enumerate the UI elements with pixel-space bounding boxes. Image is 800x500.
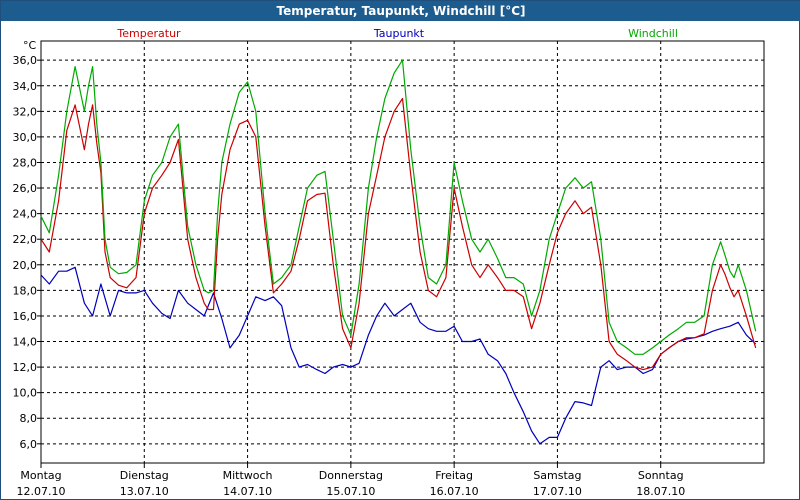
y-tick-label: 32,0 bbox=[13, 105, 38, 118]
series-line-windchill bbox=[40, 59, 757, 355]
chart-canvas: 6,0 8,0 10,0 12,0 14,0 16,0 18,0 20,0 22,0 24,0 26… bbox=[13, 27, 765, 498]
y-tick-label: 22,0 bbox=[13, 233, 38, 246]
series-lines bbox=[40, 59, 757, 445]
x-tick-day-label: Montag bbox=[20, 469, 61, 482]
x-tick-date-label: 18.07.10 bbox=[636, 485, 685, 498]
y-tick-label: 30,0 bbox=[13, 131, 38, 144]
x-tick-date-label: 15.07.10 bbox=[326, 485, 375, 498]
y-tick-label: 36,0 bbox=[13, 54, 38, 67]
y-tick-label: 28,0 bbox=[13, 156, 38, 169]
y-tick-label: 20,0 bbox=[13, 259, 38, 272]
x-tick-date-label: 16.07.10 bbox=[430, 485, 479, 498]
y-tick-label: 24,0 bbox=[13, 208, 38, 221]
y-tick-label: 10,0 bbox=[13, 387, 38, 400]
y-tick-label: 34,0 bbox=[13, 80, 38, 93]
series-label-taupunkt: Taupunkt bbox=[373, 27, 425, 40]
x-tick-date-label: 13.07.10 bbox=[120, 485, 169, 498]
series-line-taupunkt bbox=[40, 266, 757, 445]
x-tick-day-label: Donnerstag bbox=[319, 469, 383, 482]
x-tick-date-label: 14.07.10 bbox=[223, 485, 272, 498]
x-tick-day-label: Samstag bbox=[533, 469, 581, 482]
x-tick-date-label: 12.07.10 bbox=[17, 485, 66, 498]
x-tick-day-label: Dienstag bbox=[120, 469, 169, 482]
y-tick-label: 8,0 bbox=[20, 412, 38, 425]
chart-title: Temperatur, Taupunkt, Windchill [°C] bbox=[1, 1, 800, 21]
y-unit-label: °C bbox=[23, 39, 37, 52]
axis-ticks: 6,0 8,0 10,0 12,0 14,0 16,0 18,0 20,0 22,0 24,0 26… bbox=[13, 54, 686, 498]
x-tick-day-label: Sonntag bbox=[638, 469, 684, 482]
series-label-windchill: Windchill bbox=[628, 27, 678, 40]
x-tick-day-label: Freitag bbox=[435, 469, 473, 482]
y-tick-label: 16,0 bbox=[13, 310, 38, 323]
series-line-temperatur bbox=[40, 97, 757, 371]
y-tick-label: 6,0 bbox=[20, 438, 38, 451]
grid bbox=[41, 41, 764, 463]
y-tick-label: 14,0 bbox=[13, 336, 38, 349]
y-tick-label: 12,0 bbox=[13, 361, 38, 374]
plot-border bbox=[40, 40, 765, 464]
x-tick-date-label: 17.07.10 bbox=[533, 485, 582, 498]
y-tick-label: 26,0 bbox=[13, 182, 38, 195]
y-tick-label: 18,0 bbox=[13, 284, 38, 297]
x-tick-day-label: Mittwoch bbox=[223, 469, 273, 482]
series-label-temperatur: Temperatur bbox=[116, 27, 181, 40]
